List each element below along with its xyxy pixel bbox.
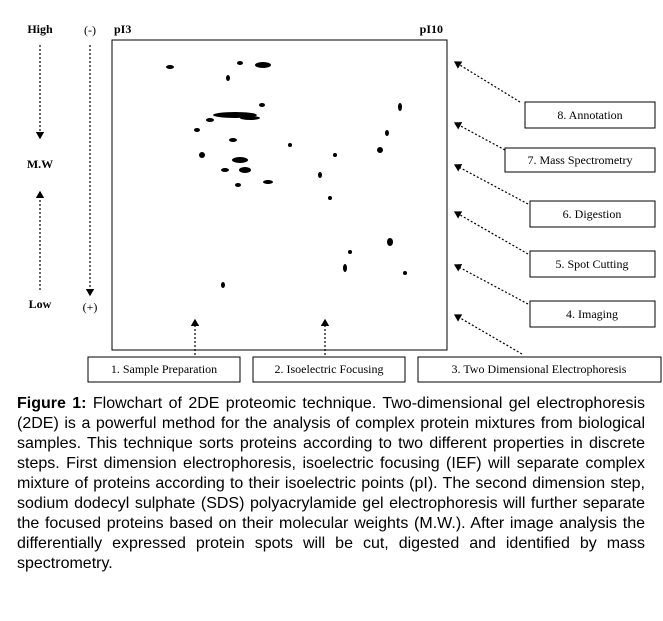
step-label: 5. Spot Cutting xyxy=(555,257,628,271)
step-label: 2. Isoelectric Focusing xyxy=(275,362,384,376)
gel xyxy=(111,39,448,351)
minus-label: (-) xyxy=(84,23,96,37)
low-label: Low xyxy=(29,297,52,311)
protein-spots xyxy=(166,61,407,288)
step-label: 7. Mass Spectrometry xyxy=(528,153,633,167)
arrow xyxy=(453,122,506,151)
caption-label: Figure 1: xyxy=(17,395,87,412)
arrow xyxy=(453,211,529,255)
step-label: 4. Imaging xyxy=(566,307,618,321)
step-label: 8. Annotation xyxy=(557,108,622,122)
step-boxes: 1. Sample Preparation 2. Isoelectric Foc… xyxy=(87,101,662,383)
caption-text: Flowchart of 2DE proteomic technique. Tw… xyxy=(17,395,646,572)
step-label: 1. Sample Preparation xyxy=(111,362,217,376)
arrow xyxy=(453,314,523,355)
arrow xyxy=(453,164,529,205)
arrow xyxy=(453,61,521,103)
pi3-label: pI3 xyxy=(114,22,131,36)
arrow xyxy=(453,264,529,305)
high-label: High xyxy=(27,22,53,36)
plus-label: (+) xyxy=(83,300,98,314)
caption: Figure 1: Flowchart of 2DE proteomic tec… xyxy=(17,394,645,574)
diagram: High M.W Low (-) (+) pI3 pI10 1. Sample … xyxy=(27,22,662,383)
step-label: 6. Digestion xyxy=(563,207,622,221)
step-label: 3. Two Dimensional Electrophoresis xyxy=(452,362,627,376)
pi10-label: pI10 xyxy=(420,22,443,36)
mw-label: M.W xyxy=(27,157,53,171)
